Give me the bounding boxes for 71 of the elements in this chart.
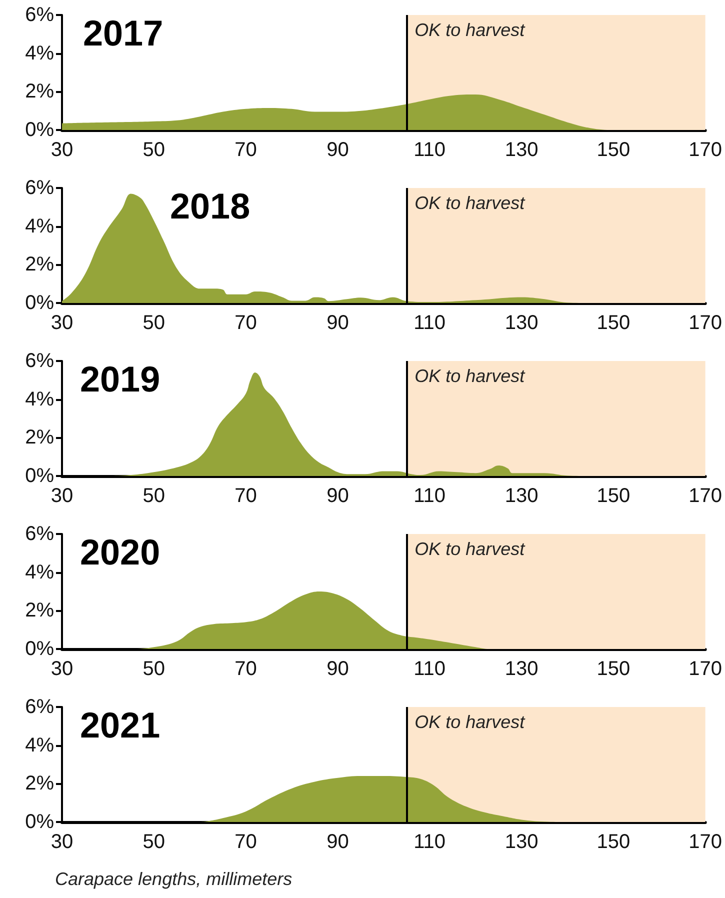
y-tick-label: 0%	[25, 119, 54, 141]
x-tick-label: 50	[142, 485, 166, 507]
x-tick-label: 30	[50, 139, 74, 161]
y-tick-label: 2%	[25, 80, 54, 103]
y-tick-label: 2%	[25, 600, 54, 622]
x-tick-label: 170	[688, 312, 722, 334]
x-tick-label: 110	[414, 485, 446, 507]
x-tick-label: 50	[142, 139, 166, 161]
x-tick-label: 150	[596, 312, 630, 334]
x-tick-label: 50	[142, 312, 166, 334]
x-tick-label: 130	[504, 831, 538, 853]
y-tick-label: 0%	[25, 638, 54, 660]
chart-title: 2017	[83, 12, 164, 54]
x-tick-label: 50	[142, 831, 166, 853]
band-label: OK to harvest	[414, 366, 526, 386]
x-tick-label: 170	[688, 831, 722, 853]
x-tick-label: 170	[688, 485, 722, 507]
x-axis-title: Carapace lengths, millimeters	[55, 869, 292, 889]
x-tick-label: 90	[326, 139, 349, 161]
band-label: OK to harvest	[414, 712, 526, 732]
y-tick-label: 4%	[25, 734, 54, 756]
x-tick-label: 30	[50, 658, 74, 680]
x-tick-label: 70	[234, 485, 257, 507]
y-tick-label: 4%	[25, 388, 54, 410]
x-tick-label: 130	[504, 312, 538, 334]
x-tick-label: 90	[326, 658, 349, 680]
y-tick-label: 4%	[25, 215, 54, 238]
chart-title: 2018	[170, 186, 250, 226]
y-tick-label: 6%	[25, 696, 54, 718]
y-tick-label: 6%	[25, 4, 54, 26]
x-tick-label: 130	[504, 485, 538, 507]
y-tick-label: 2%	[25, 254, 54, 276]
y-tick-label: 0%	[25, 292, 54, 314]
x-tick-label: 30	[50, 485, 74, 507]
x-tick-label: 170	[688, 139, 722, 161]
x-tick-label: 150	[596, 139, 630, 161]
x-tick-label: 150	[596, 485, 630, 507]
y-tick-label: 6%	[25, 350, 54, 372]
y-tick-label: 2%	[25, 772, 54, 795]
y-tick-label: 0%	[25, 465, 54, 487]
x-tick-label: 50	[142, 658, 166, 680]
band-label: OK to harvest	[414, 539, 526, 559]
x-tick-label: 30	[50, 831, 74, 853]
x-tick-label: 110	[414, 658, 446, 680]
x-tick-label: 110	[414, 139, 446, 161]
x-tick-label: 150	[596, 658, 630, 680]
x-tick-label: 90	[326, 831, 349, 853]
y-tick-label: 6%	[25, 177, 54, 199]
chart-title: 2020	[80, 532, 160, 572]
band-label: OK to harvest	[414, 193, 526, 213]
y-tick-label: 2%	[25, 426, 54, 449]
x-tick-label: 70	[234, 658, 257, 680]
x-tick-label: 90	[326, 485, 349, 507]
x-tick-label: 70	[234, 312, 257, 334]
x-tick-label: 30	[50, 312, 74, 334]
x-tick-label: 150	[596, 831, 630, 853]
x-tick-label: 170	[688, 658, 722, 680]
y-tick-label: 0%	[25, 811, 54, 833]
x-tick-label: 70	[234, 831, 257, 853]
y-tick-label: 6%	[25, 523, 54, 545]
x-tick-label: 110	[414, 831, 446, 853]
y-tick-label: 4%	[25, 42, 54, 64]
x-tick-label: 70	[234, 139, 257, 161]
x-tick-label: 130	[504, 658, 538, 680]
chart-title: 2021	[80, 704, 160, 746]
chart-title: 2019	[80, 358, 160, 400]
x-tick-label: 130	[504, 139, 538, 161]
band-label: OK to harvest	[414, 20, 526, 40]
x-tick-label: 90	[326, 312, 349, 334]
y-tick-label: 4%	[25, 561, 54, 584]
x-tick-label: 110	[414, 312, 446, 334]
